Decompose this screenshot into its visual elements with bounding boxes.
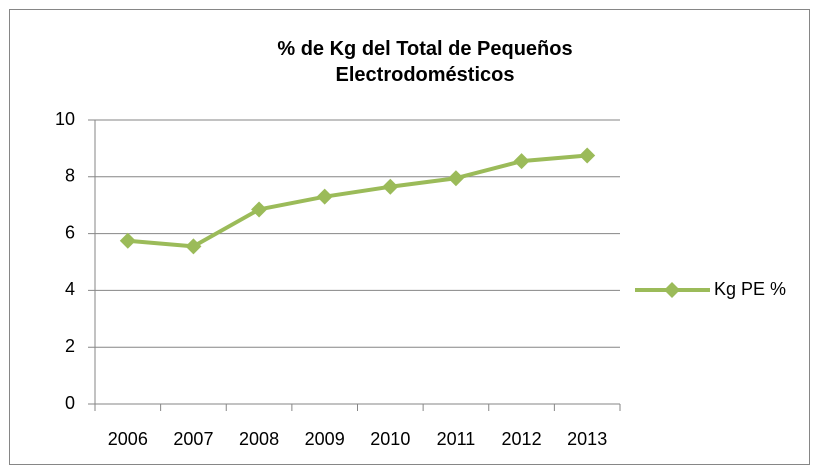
- marker: [382, 178, 399, 195]
- x-tick-label: 2012: [502, 429, 542, 449]
- marker: [251, 201, 268, 218]
- x-tick-label: 2008: [239, 429, 279, 449]
- legend-label: Kg PE %: [714, 279, 786, 299]
- legend-marker: [664, 282, 680, 298]
- y-tick-label: 6: [65, 222, 75, 242]
- x-tick-label: 2009: [305, 429, 345, 449]
- y-tick-label: 10: [55, 109, 75, 129]
- x-tick-label: 2007: [173, 429, 213, 449]
- marker: [316, 188, 333, 205]
- chart-title: % de Kg del Total de Pequeños Electrodom…: [277, 38, 573, 86]
- marker: [119, 232, 136, 249]
- x-tick-label: 2013: [567, 429, 607, 449]
- marker: [513, 153, 530, 170]
- x-tick-label: 2011: [437, 429, 476, 449]
- y-tick-label: 2: [65, 336, 75, 356]
- marker: [185, 238, 202, 255]
- series-line: [127, 153, 588, 249]
- y-tick-label: 8: [65, 166, 75, 186]
- y-tick-label: 4: [65, 279, 75, 299]
- marker: [447, 170, 464, 187]
- marker: [579, 147, 596, 164]
- x-tick-label: 2010: [370, 429, 410, 449]
- chart-border: [9, 9, 810, 465]
- y-tick-label: 0: [65, 393, 75, 413]
- x-tick-label: 2006: [108, 429, 148, 449]
